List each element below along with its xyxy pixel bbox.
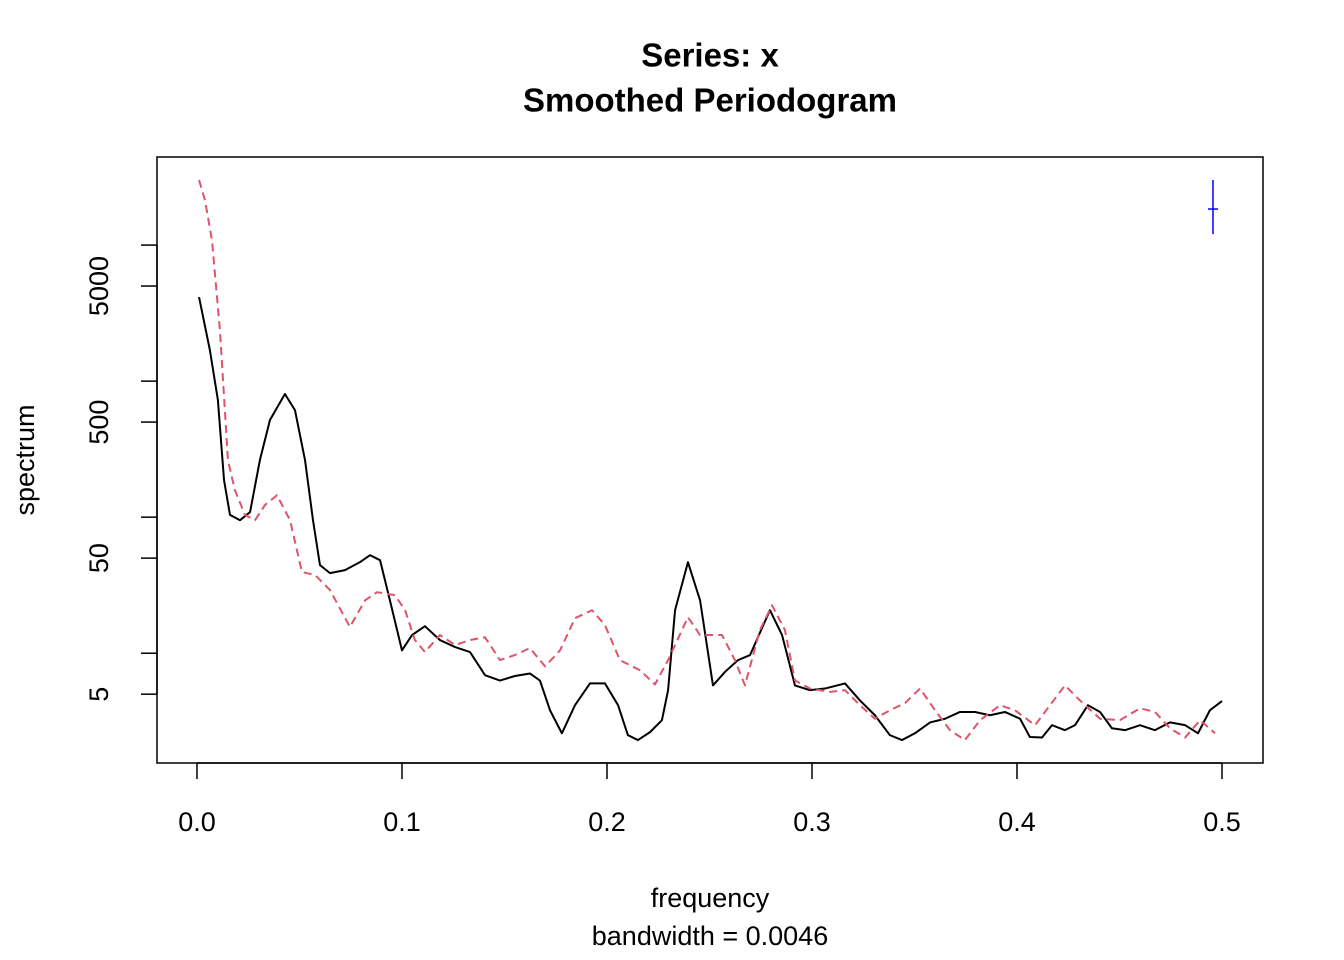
x-tick-label: 0.0 <box>178 807 216 837</box>
x-tick-label: 0.5 <box>1203 807 1241 837</box>
chart-subtitle: Smoothed Periodogram <box>523 82 897 119</box>
x-tick-label: 0.4 <box>998 807 1036 837</box>
y-tick-label: 5 <box>84 687 114 702</box>
x-tick-label: 0.2 <box>588 807 626 837</box>
y-tick-label: 5000 <box>84 256 114 316</box>
y-tick-label: 50 <box>84 543 114 573</box>
x-tick-label: 0.3 <box>793 807 831 837</box>
y-tick-label: 500 <box>84 400 114 445</box>
series-line <box>198 296 1223 742</box>
x-axis-label: frequency <box>651 883 770 913</box>
series-line <box>198 179 1216 742</box>
x-tick-label: 0.1 <box>383 807 421 837</box>
y-axis-label: spectrum <box>10 404 40 515</box>
chart-title: Series: x <box>641 37 779 74</box>
x-axis-sublabel: bandwidth = 0.0046 <box>592 921 828 951</box>
